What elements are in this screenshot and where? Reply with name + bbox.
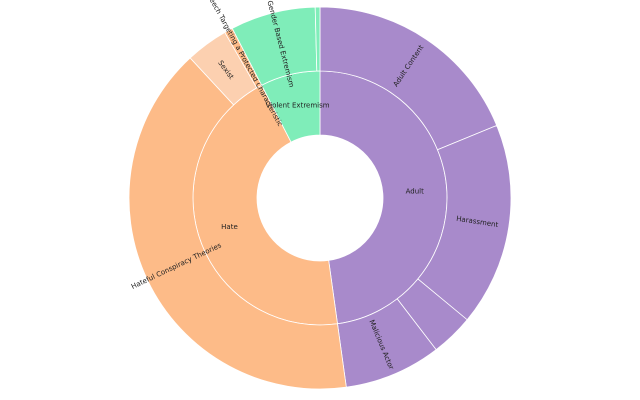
outer-slice-hateful-conspiracy-theories[interactable] <box>128 57 347 390</box>
inner-label-hate: Hate <box>221 223 238 231</box>
outer-slice-unlabeled-8[interactable] <box>314 6 321 72</box>
inner-label-adult: Adult <box>406 187 424 195</box>
inner-label-violent-extremism: Violent Extremism <box>265 102 329 110</box>
